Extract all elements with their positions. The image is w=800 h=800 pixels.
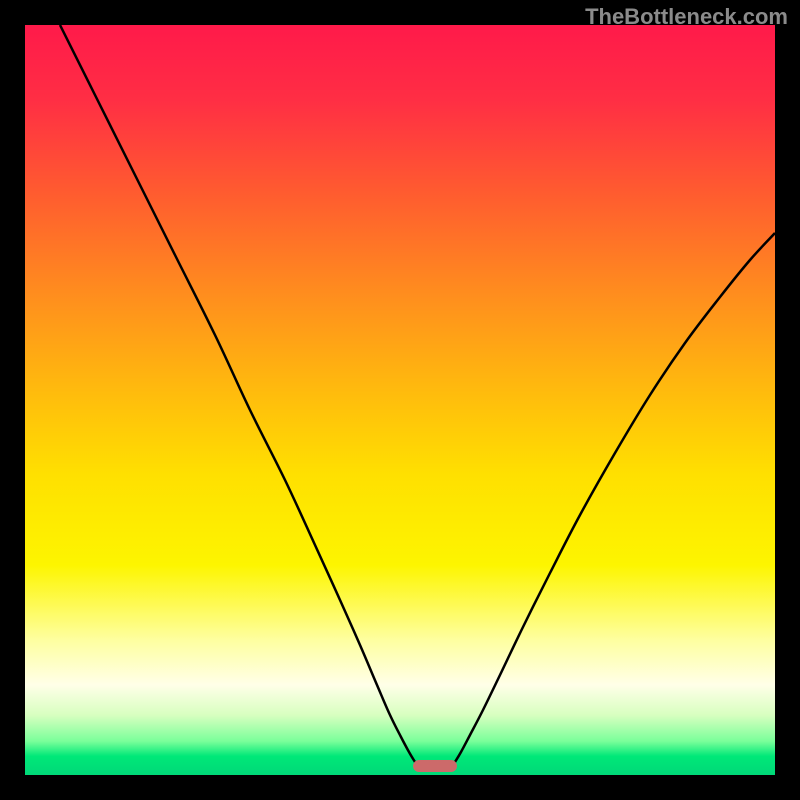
curve-right-branch <box>455 233 775 762</box>
bottleneck-curve <box>25 25 775 775</box>
minimum-marker <box>413 760 457 772</box>
plot-area <box>25 25 775 775</box>
curve-left-branch <box>60 25 415 762</box>
chart-frame: TheBottleneck.com <box>0 0 800 800</box>
